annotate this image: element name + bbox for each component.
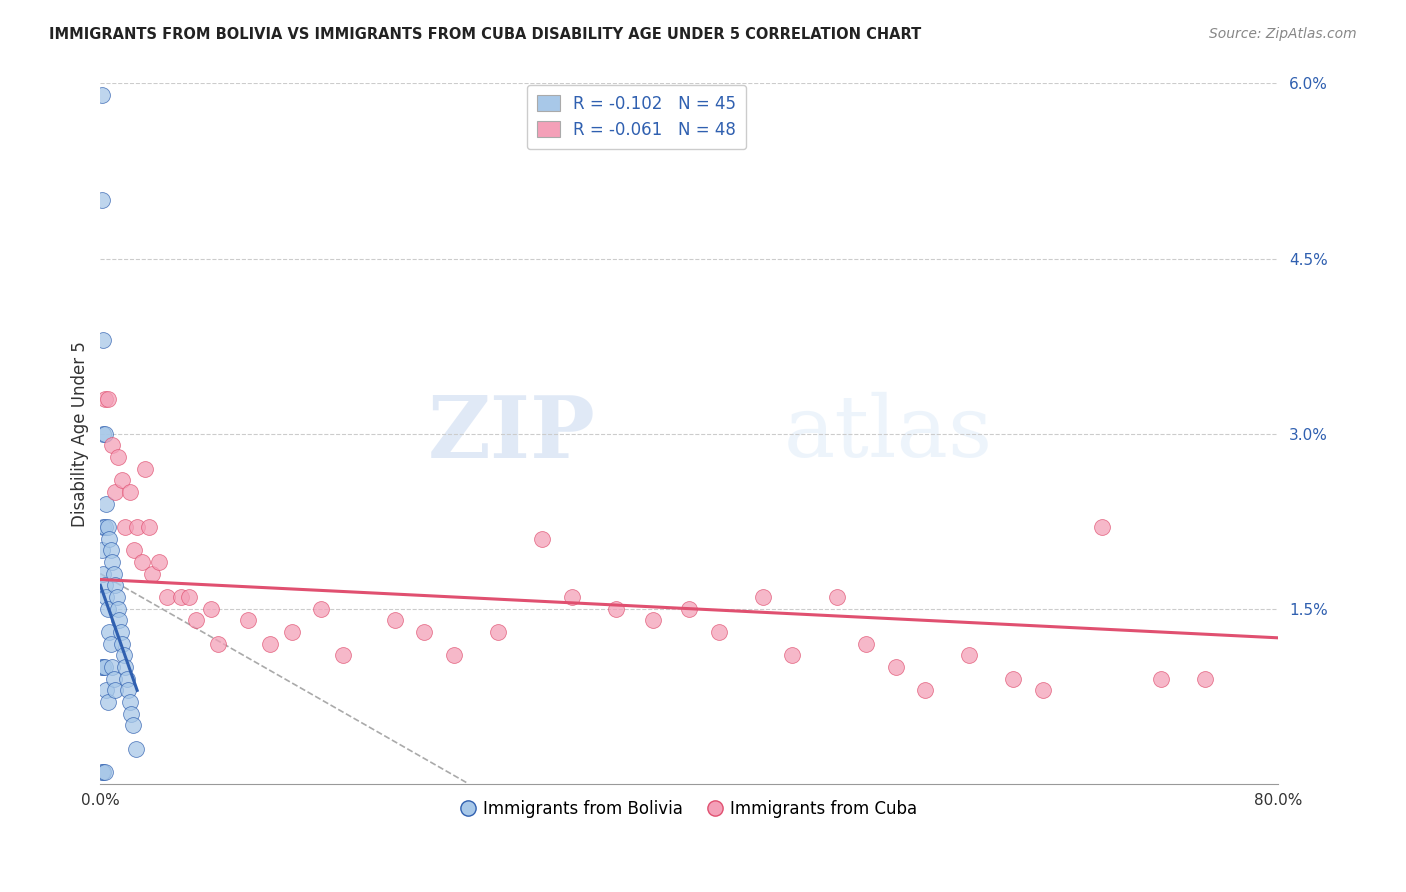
- Point: [103, 566, 125, 581]
- Point: [125, 741, 148, 756]
- Point: [641, 613, 664, 627]
- Point: [309, 601, 332, 615]
- Point: [170, 590, 193, 604]
- Point: [98, 532, 121, 546]
- Point: [1032, 683, 1054, 698]
- Point: [259, 637, 281, 651]
- Point: [855, 637, 877, 651]
- Point: [103, 672, 125, 686]
- Point: [90, 88, 112, 103]
- Text: IMMIGRANTS FROM BOLIVIA VS IMMIGRANTS FROM CUBA DISABILITY AGE UNDER 5 CORRELATI: IMMIGRANTS FROM BOLIVIA VS IMMIGRANTS FR…: [49, 27, 921, 42]
- Point: [134, 461, 156, 475]
- Point: [91, 765, 114, 780]
- Point: [97, 601, 120, 615]
- Point: [443, 648, 465, 663]
- Point: [531, 532, 554, 546]
- Point: [94, 520, 117, 534]
- Point: [141, 566, 163, 581]
- Point: [91, 660, 114, 674]
- Point: [678, 601, 700, 615]
- Point: [96, 590, 118, 604]
- Point: [94, 578, 117, 592]
- Point: [707, 625, 730, 640]
- Point: [101, 438, 124, 452]
- Point: [138, 520, 160, 534]
- Point: [97, 520, 120, 534]
- Point: [131, 555, 153, 569]
- Point: [90, 193, 112, 207]
- Point: [148, 555, 170, 569]
- Point: [90, 543, 112, 558]
- Point: [100, 543, 122, 558]
- Point: [561, 590, 583, 604]
- Point: [104, 485, 127, 500]
- Point: [121, 718, 143, 732]
- Point: [91, 426, 114, 441]
- Text: ZIP: ZIP: [427, 392, 595, 475]
- Text: atlas: atlas: [783, 392, 993, 475]
- Point: [127, 520, 149, 534]
- Point: [91, 333, 114, 347]
- Point: [111, 637, 134, 651]
- Point: [101, 555, 124, 569]
- Point: [96, 683, 118, 698]
- Point: [114, 520, 136, 534]
- Legend: Immigrants from Bolivia, Immigrants from Cuba: Immigrants from Bolivia, Immigrants from…: [456, 793, 924, 824]
- Point: [105, 590, 128, 604]
- Point: [332, 648, 354, 663]
- Point: [384, 613, 406, 627]
- Point: [825, 590, 848, 604]
- Point: [94, 660, 117, 674]
- Point: [117, 683, 139, 698]
- Point: [413, 625, 436, 640]
- Point: [200, 601, 222, 615]
- Text: Source: ZipAtlas.com: Source: ZipAtlas.com: [1209, 27, 1357, 41]
- Point: [104, 578, 127, 592]
- Y-axis label: Disability Age Under 5: Disability Age Under 5: [72, 341, 89, 526]
- Point: [207, 637, 229, 651]
- Point: [90, 660, 112, 674]
- Point: [236, 613, 259, 627]
- Point: [115, 672, 138, 686]
- Point: [752, 590, 775, 604]
- Point: [94, 765, 117, 780]
- Point: [782, 648, 804, 663]
- Point: [107, 601, 129, 615]
- Point: [122, 543, 145, 558]
- Point: [914, 683, 936, 698]
- Point: [1149, 672, 1171, 686]
- Point: [90, 765, 112, 780]
- Point: [486, 625, 509, 640]
- Point: [97, 392, 120, 406]
- Point: [96, 497, 118, 511]
- Point: [118, 485, 141, 500]
- Point: [91, 520, 114, 534]
- Point: [101, 660, 124, 674]
- Point: [156, 590, 179, 604]
- Point: [91, 566, 114, 581]
- Point: [1091, 520, 1114, 534]
- Point: [111, 473, 134, 487]
- Point: [100, 637, 122, 651]
- Point: [114, 660, 136, 674]
- Point: [94, 426, 117, 441]
- Point: [957, 648, 980, 663]
- Point: [884, 660, 907, 674]
- Point: [107, 450, 129, 464]
- Point: [1002, 672, 1025, 686]
- Point: [177, 590, 200, 604]
- Point: [112, 648, 135, 663]
- Point: [120, 706, 142, 721]
- Point: [184, 613, 207, 627]
- Point: [1194, 672, 1216, 686]
- Point: [605, 601, 627, 615]
- Point: [94, 392, 117, 406]
- Point: [104, 683, 127, 698]
- Point: [97, 695, 120, 709]
- Point: [108, 613, 131, 627]
- Point: [98, 625, 121, 640]
- Point: [110, 625, 132, 640]
- Point: [281, 625, 304, 640]
- Point: [118, 695, 141, 709]
